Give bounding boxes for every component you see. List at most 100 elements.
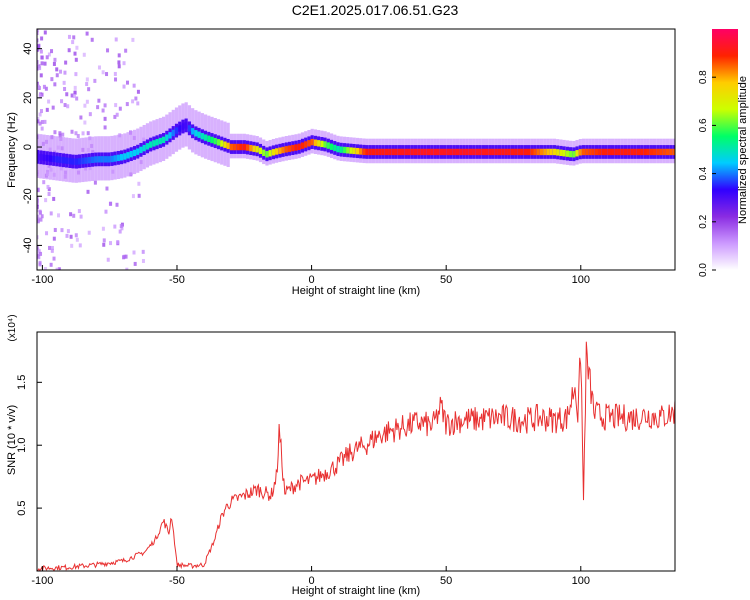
- spectrogram-noise-cell: [45, 55, 49, 60]
- spectrogram-noise-cell: [133, 261, 137, 266]
- spectrogram-noise-cell: [122, 61, 126, 66]
- spectrogram-noise-cell: [72, 213, 76, 218]
- spectrogram-noise-cell: [132, 83, 136, 88]
- spectrogram-core-cell: [239, 143, 243, 151]
- spectrogram-core-cell: [339, 146, 343, 153]
- spectrogram-noise-cell: [37, 198, 40, 203]
- spectrogram-noise-cell: [103, 103, 107, 108]
- spectrogram-core-cell: [549, 148, 553, 156]
- spectrogram-core-cell: [643, 148, 647, 156]
- spectrogram-core-cell: [527, 148, 531, 156]
- spectrogram-core-cell: [488, 148, 492, 156]
- spectrogram-core-cell: [107, 156, 111, 163]
- spectrogram-noise-cell: [64, 60, 68, 65]
- colorbar-ticks: 0.0 0.2 0.4 0.6 0.8: [698, 70, 716, 277]
- spectrogram-core-cell: [197, 131, 201, 138]
- spectrogram-core-cell: [113, 155, 117, 162]
- spectrogram-noise-cell: [90, 37, 94, 42]
- spectrogram-noise-cell: [40, 92, 44, 97]
- spectrogram-core-cell: [581, 148, 586, 156]
- spectrogram-noise-cell: [136, 101, 140, 106]
- spectrogram-noise-cell: [74, 72, 78, 77]
- spectrogram-noise-cell: [40, 36, 44, 41]
- spectrogram-core-cell: [569, 150, 573, 158]
- spectrogram-noise-cell: [43, 119, 47, 124]
- spectrogram-core-cell: [559, 149, 563, 156]
- spectrogram-noise-cell: [37, 204, 39, 209]
- spectrogram-noise-cell: [39, 251, 43, 256]
- spectrogram-noise-cell: [44, 86, 48, 91]
- spectrogram-core-cell: [48, 155, 53, 162]
- y-tick-label: -20: [22, 188, 34, 204]
- spectrogram-noise-cell: [87, 87, 91, 92]
- spectrogram-core-cell: [90, 156, 95, 164]
- spectrogram-core-cell: [349, 147, 353, 154]
- spectrogram-core-cell: [323, 141, 327, 148]
- spectrogram-noise-cell: [118, 106, 122, 111]
- spectrogram-core-cell: [504, 148, 508, 156]
- spectrogram-noise-cell: [86, 189, 90, 194]
- spectrogram-core-cell: [161, 136, 166, 144]
- spectrogram-core-cell: [174, 127, 179, 134]
- spectrogram-noise-cell: [38, 209, 42, 214]
- spectrogram-core-cell: [562, 150, 566, 157]
- spectrogram-core-cell: [491, 148, 495, 156]
- spectrogram-core-cell: [149, 141, 153, 148]
- spectrogram-core-cell: [530, 148, 534, 156]
- spectrogram-noise-cell: [141, 249, 145, 254]
- spectrogram-noise-cell: [85, 77, 89, 82]
- spectrogram-core-cell: [368, 148, 372, 156]
- spectrogram-core-cell: [388, 148, 392, 156]
- spectrogram-core-cell: [181, 123, 185, 130]
- spectrogram-noise-cell: [113, 71, 117, 76]
- x-tick-label: -50: [169, 274, 185, 286]
- spectrogram-noise-cell: [109, 201, 113, 206]
- spectrogram-noise-cell: [117, 60, 121, 65]
- spectrogram-noise-cell: [38, 112, 42, 117]
- spectrogram-core-cell: [329, 143, 334, 150]
- spectrogram-noise-cell: [37, 38, 39, 43]
- spectrogram-noise-cell: [113, 224, 117, 229]
- x-tick-label: -100: [31, 575, 53, 587]
- spectrogram-core-cell: [362, 148, 366, 155]
- x-tick-label: 0: [309, 575, 315, 587]
- spectrogram-core-cell: [216, 139, 221, 146]
- snr-y-multiplier: (x10⁴): [7, 314, 18, 341]
- x-tick-label: 0: [309, 274, 315, 286]
- spectrogram-core-cell: [413, 148, 418, 156]
- spectrogram-core-cell: [191, 128, 195, 135]
- spectrogram-frame: [36, 28, 676, 271]
- x-tick-label: 100: [572, 274, 590, 286]
- spectrogram-noise-cell: [60, 99, 64, 104]
- spectrogram-noise-cell: [70, 129, 74, 134]
- spectrogram-noise-cell: [43, 30, 47, 35]
- spectrogram-noise-cell: [37, 31, 39, 36]
- spectrogram-core-cell: [65, 157, 69, 164]
- spectrogram-noise-cell: [44, 198, 48, 203]
- spectrogram-core-cell: [430, 148, 434, 156]
- spectrogram-noise-cell: [45, 231, 49, 236]
- spectrogram-core-cell: [365, 148, 369, 156]
- spectrogram-noise-cell: [38, 121, 42, 126]
- spectrogram-core-cell: [556, 149, 560, 156]
- spectrogram-core-cell: [375, 148, 379, 156]
- spectrogram-noise-cell: [57, 267, 61, 270]
- spectrogram-core-cell: [158, 137, 162, 145]
- spectrogram-noise-cell: [83, 103, 87, 108]
- spectrogram-noise-cell: [73, 51, 77, 56]
- spectrogram-noise-cell: [137, 193, 141, 198]
- spectrogram-core-cell: [617, 148, 621, 156]
- spectrogram-core-cell: [672, 148, 675, 156]
- spectrogram-core-cell: [588, 148, 592, 156]
- spectrogram-core-cell: [485, 148, 489, 156]
- spectrogram-core-cell: [423, 148, 427, 156]
- spectrogram-core-cell: [591, 148, 595, 156]
- spectrogram-noise-cell: [42, 180, 46, 185]
- spectrogram-core-cell: [501, 148, 505, 156]
- spectrogram-core-cell: [97, 156, 101, 163]
- spectrogram-core-cell: [601, 148, 605, 156]
- spectrogram-noise-cell: [65, 233, 69, 238]
- spectrogram-noise-cell: [114, 103, 118, 108]
- spectrogram-core-cell: [575, 150, 579, 157]
- spectrogram-noise-cell: [117, 53, 121, 58]
